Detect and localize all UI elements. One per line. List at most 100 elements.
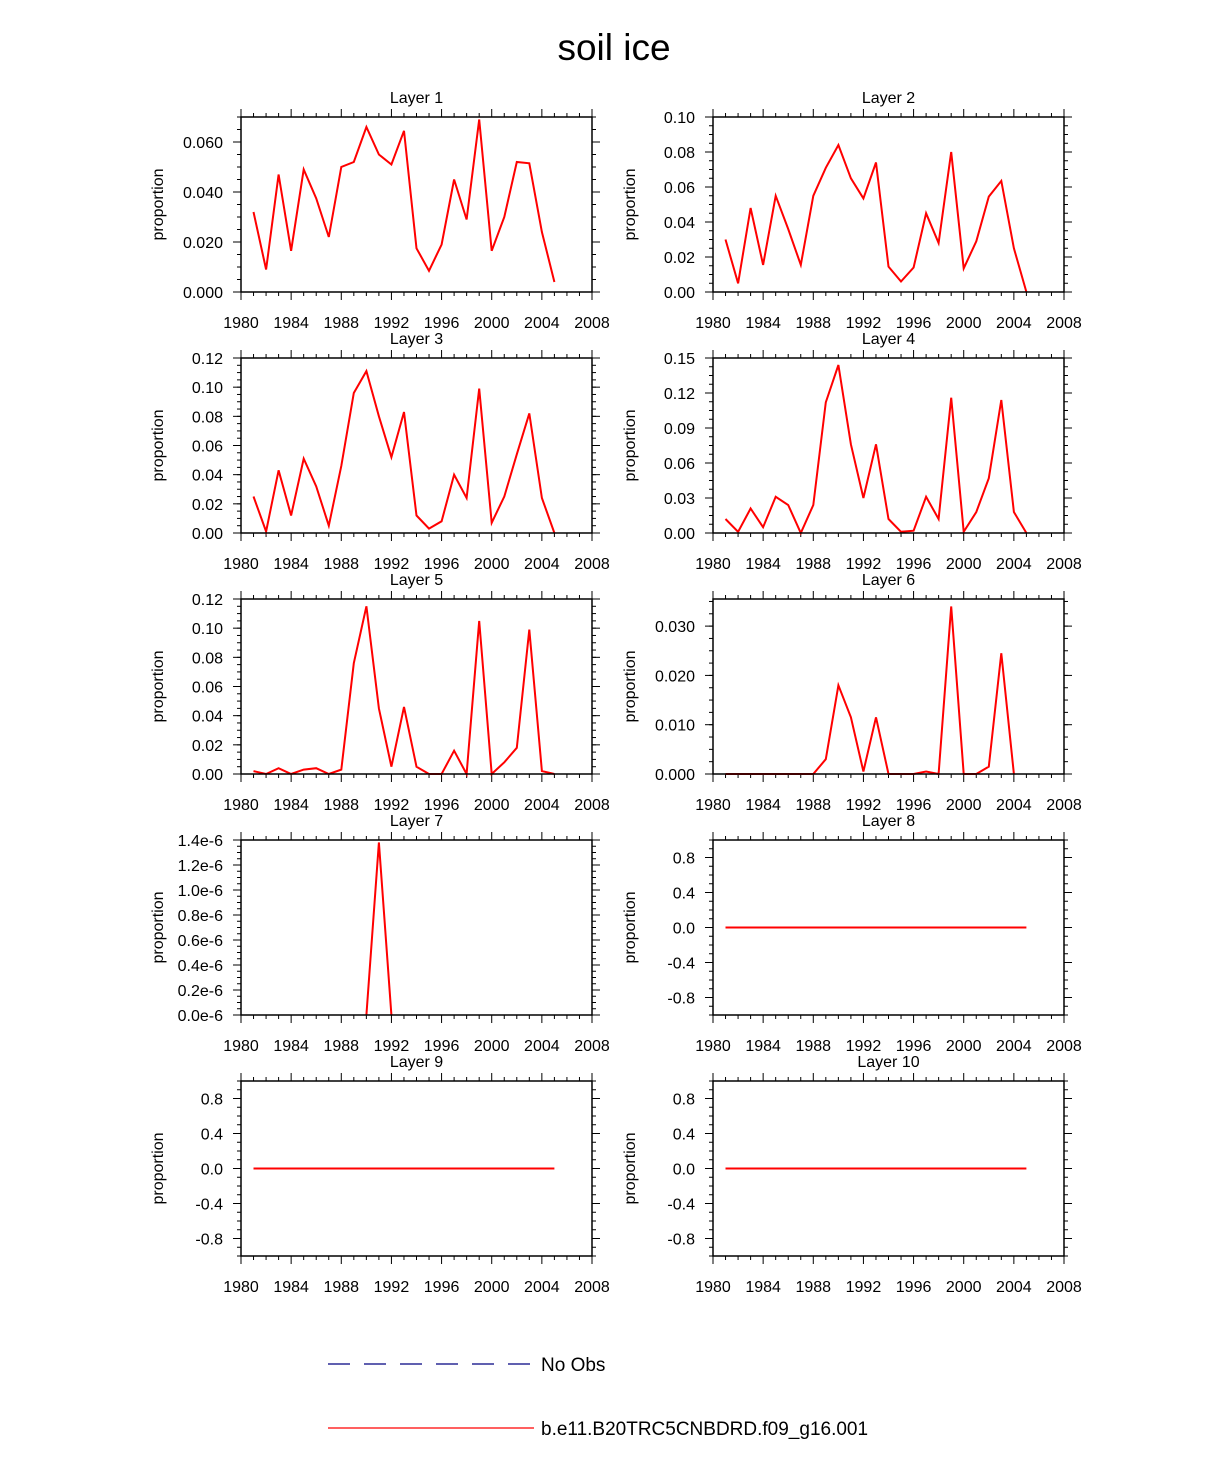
y-tick-label: 0.4 — [673, 1127, 695, 1144]
y-tick-label: 0.10 — [192, 380, 223, 397]
y-tick-label: 0.040 — [183, 185, 223, 202]
data-series-line — [725, 606, 1015, 776]
panel-layer-4: Layer 4 proportion 1980 1984 1988 1992 1996 200… — [622, 331, 1082, 573]
y-tick-label: 0.08 — [192, 650, 223, 667]
x-tick-label: 1992 — [846, 1279, 882, 1296]
y-tick-label: 0.8e-6 — [178, 908, 223, 925]
x-tick-label: 2008 — [574, 1038, 610, 1055]
x-tick-label: 2000 — [474, 556, 510, 573]
x-tick-label: 2008 — [574, 797, 610, 814]
plot-frame — [240, 116, 593, 293]
y-tick-label: 0.00 — [192, 526, 223, 543]
x-tick-label: 1980 — [223, 556, 259, 573]
y-tick-label: 0.6e-6 — [178, 933, 223, 950]
legend-label-model: b.e11.B20TRC5CNBDRD.f09_g16.001 — [541, 1419, 868, 1440]
x-tick-label: 1984 — [745, 556, 781, 573]
y-tick-label: 1.4e-6 — [178, 833, 223, 850]
y-tick-label: 0.2e-6 — [178, 983, 223, 1000]
x-tick-label: 1992 — [374, 797, 410, 814]
x-tick-label: 2000 — [946, 1038, 982, 1055]
panel-layer-8: Layer 8 proportion 1980 1984 1988 1992 1996 200… — [622, 813, 1082, 1055]
y-axis-label: proportion — [150, 409, 167, 481]
y-tick-label: 1.2e-6 — [178, 858, 223, 875]
x-tick-label: 1988 — [795, 1038, 831, 1055]
panel-title: Layer 3 — [390, 331, 443, 348]
x-tick-label: 1988 — [323, 1038, 359, 1055]
x-tick-label: 1996 — [424, 797, 460, 814]
x-tick-label: 1980 — [695, 1279, 731, 1296]
x-tick-label: 2008 — [574, 315, 610, 332]
y-tick-label: 0.030 — [655, 619, 695, 636]
y-tick-label: 0.010 — [655, 718, 695, 735]
y-tick-label: 0.0 — [673, 921, 695, 938]
data-series-line — [724, 364, 1028, 536]
x-tick-label: 1980 — [223, 1038, 259, 1055]
x-tick-label: 1988 — [323, 797, 359, 814]
plot-frame — [240, 1080, 593, 1257]
x-tick-label: 2004 — [524, 1279, 560, 1296]
y-tick-label: 0.020 — [183, 235, 223, 252]
y-tick-label: 0.06 — [664, 456, 695, 473]
y-tick-label: 1.0e-6 — [178, 883, 223, 900]
x-tick-label: 1992 — [846, 1038, 882, 1055]
y-tick-label: 0.02 — [192, 497, 223, 514]
x-tick-label: 1988 — [323, 556, 359, 573]
x-tick-label: 1980 — [223, 1279, 259, 1296]
x-tick-label: 1996 — [424, 1279, 460, 1296]
plot-frame — [712, 839, 1065, 1016]
panel-title: Layer 9 — [390, 1054, 443, 1071]
x-tick-label: 1984 — [745, 1038, 781, 1055]
panel-title: Layer 2 — [862, 90, 915, 107]
x-tick-label: 2000 — [474, 1038, 510, 1055]
y-tick-label: 0.000 — [655, 767, 695, 784]
x-tick-label: 1984 — [273, 1279, 309, 1296]
y-tick-label: 0.02 — [664, 250, 695, 267]
x-tick-label: 2004 — [996, 556, 1032, 573]
x-tick-label: 1992 — [846, 556, 882, 573]
y-tick-label: 0.04 — [192, 468, 223, 485]
y-tick-label: -0.4 — [667, 1197, 695, 1214]
x-tick-label: 1996 — [896, 315, 932, 332]
y-tick-label: 0.08 — [192, 409, 223, 426]
x-tick-label: 2000 — [946, 315, 982, 332]
x-tick-label: 2008 — [1046, 1038, 1082, 1055]
data-series-line — [252, 368, 556, 536]
y-axis-label: proportion — [150, 891, 167, 963]
y-tick-label: 0.8 — [673, 851, 695, 868]
x-tick-label: 1996 — [424, 1038, 460, 1055]
y-tick-label: 0.4 — [201, 1127, 223, 1144]
x-tick-label: 1984 — [273, 556, 309, 573]
x-tick-label: 1984 — [273, 1038, 309, 1055]
y-tick-label: 0.10 — [664, 110, 695, 127]
y-tick-label: 0.12 — [192, 592, 223, 609]
panel-title: Layer 1 — [390, 90, 443, 107]
y-tick-label: 0.4e-6 — [178, 958, 223, 975]
x-tick-label: 1996 — [896, 1279, 932, 1296]
x-tick-label: 1992 — [374, 1038, 410, 1055]
panel-layer-2: Layer 2 proportion 1980 1984 1988 1992 1996 200… — [622, 90, 1082, 332]
x-tick-label: 1996 — [424, 556, 460, 573]
y-tick-label: -0.8 — [195, 1232, 223, 1249]
x-tick-label: 2008 — [574, 1279, 610, 1296]
x-tick-label: 1992 — [846, 797, 882, 814]
data-series-line — [724, 142, 1028, 293]
x-tick-label: 1996 — [896, 556, 932, 573]
y-tick-label: 0.03 — [664, 491, 695, 508]
plot-frame — [712, 1080, 1065, 1257]
panel-title: Layer 6 — [862, 572, 915, 589]
y-axis-label: proportion — [622, 1132, 639, 1204]
data-series-line — [253, 606, 555, 778]
x-tick-label: 2004 — [996, 1279, 1032, 1296]
y-tick-label: 0.06 — [192, 680, 223, 697]
panel-title: Layer 4 — [862, 331, 915, 348]
x-tick-label: 2004 — [996, 797, 1032, 814]
y-axis-label: proportion — [622, 891, 639, 963]
y-tick-label: 0.12 — [192, 351, 223, 368]
panel-title: Layer 10 — [857, 1054, 919, 1071]
x-tick-label: 1992 — [374, 315, 410, 332]
y-tick-label: 0.15 — [664, 351, 695, 368]
x-tick-label: 2000 — [474, 1279, 510, 1296]
panel-layer-3: Layer 3 proportion 1980 1984 1988 1992 1996 200… — [150, 331, 610, 573]
